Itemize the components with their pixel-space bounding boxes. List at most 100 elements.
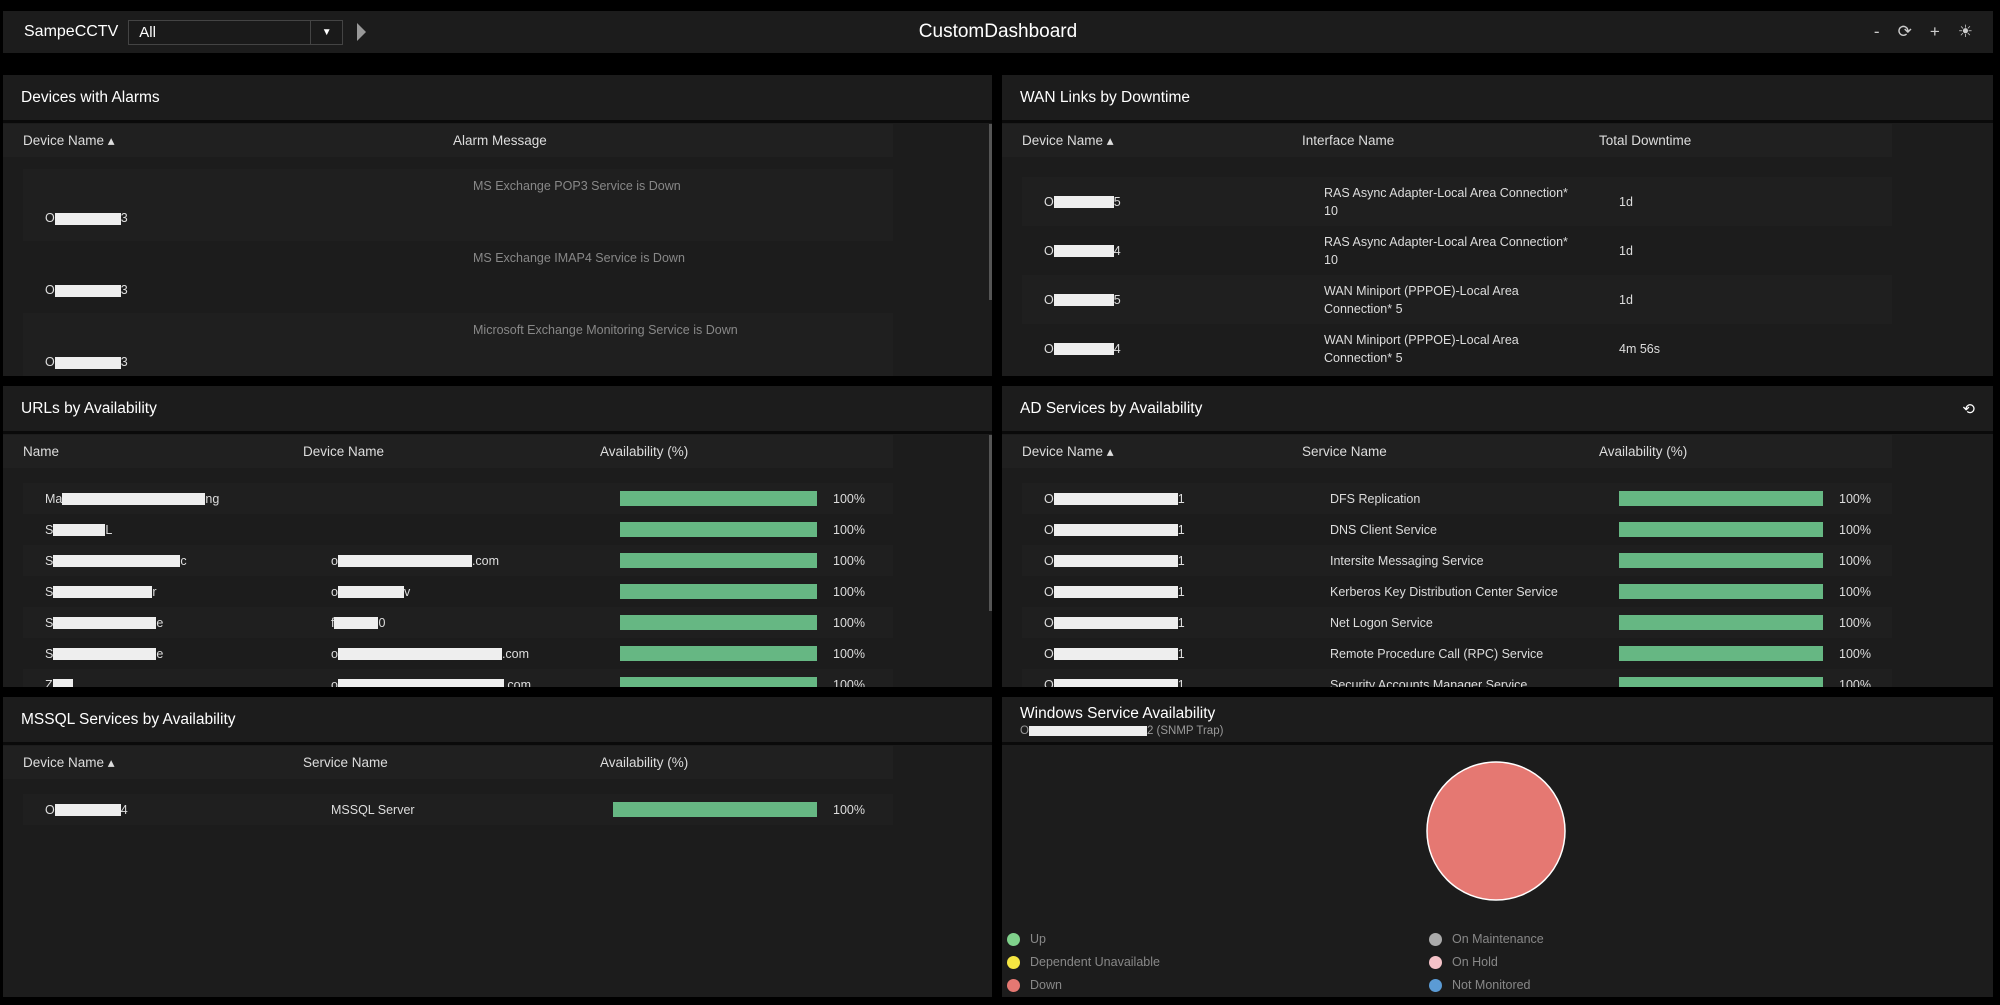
total-downtime: 4m 56s (1619, 341, 1660, 356)
table-row[interactable]: O 1 Net Logon Service 100% (1022, 607, 1892, 638)
table-row[interactable]: O 1 DFS Replication 100% (1022, 483, 1892, 514)
zoom-out-button[interactable]: - (1873, 22, 1880, 41)
table-row[interactable]: S L 100% (23, 514, 893, 545)
col-interface-name: Interface Name (1302, 133, 1395, 148)
table-row[interactable]: O 3 MS Exchange IMAP4 Service is Down (23, 241, 893, 313)
legend-item[interactable]: Down (1007, 978, 1062, 992)
url-name[interactable]: Z (23, 678, 323, 687)
availability-bar (1619, 522, 1823, 537)
zoom-in-button[interactable]: + (1929, 22, 1940, 41)
col-service-name: Service Name (1302, 444, 1387, 459)
wan-links-panel: WAN Links by Downtime Device Name ▴ Inter… (1002, 75, 1993, 376)
table-row[interactable]: O 3 MS Exchange POP3 Service is Down (23, 169, 893, 241)
availability-bar (1619, 646, 1823, 661)
table-row[interactable]: O 3 Microsoft Exchange Monitoring Service … (23, 313, 893, 376)
table-row[interactable]: O 1 DNS Client Service 100% (1022, 514, 1892, 545)
scrollbar[interactable] (989, 124, 992, 301)
availability-bar (1619, 553, 1823, 568)
refresh-icon[interactable]: ⟳ (1897, 22, 1912, 41)
col-device-name[interactable]: Device Name ▴ (23, 132, 115, 148)
col-device-name[interactable]: Device Name ▴ (1022, 443, 1114, 459)
table-row[interactable]: O 1 Kerberos Key Distribution Center Servi… (1022, 576, 1892, 607)
table-row[interactable]: O 1 Security Accounts Manager Service 100% (1022, 669, 1892, 687)
col-availability: Availability (%) (600, 755, 689, 770)
interface-name: RAS Async Adapter-Local Area Connection*… (1324, 234, 1568, 267)
legend-item[interactable]: On Hold (1429, 955, 1498, 969)
availability-value: 100% (833, 802, 865, 817)
legend-label: Not Monitored (1452, 978, 1531, 992)
availability-bar (620, 584, 817, 599)
table-row[interactable]: O 4 RAS Async Adapter-Local Area Connectio… (1022, 226, 1892, 275)
theme-icon[interactable]: ☀ (1957, 22, 1973, 41)
refresh-icon[interactable]: ⟲ (1962, 401, 1975, 418)
table-row[interactable]: O 1 Intersite Messaging Service 100% (1022, 545, 1892, 576)
availability-bar (620, 522, 817, 537)
devices-with-alarms-panel: Devices with Alarms Device Name ▴ Alarm M… (3, 75, 992, 376)
availability-value: 100% (833, 584, 865, 599)
table-row[interactable]: O 4 WAN Miniport (PPPOE)-Local Area Connec… (1022, 324, 1892, 373)
legend-item[interactable]: Dependent Unavailable (1007, 955, 1160, 969)
legend-label: Dependent Unavailable (1030, 955, 1160, 969)
service-name: Kerberos Key Distribution Center Service (1330, 584, 1558, 599)
interface-name: WAN Miniport (PPPOE)-Local Area Connecti… (1324, 283, 1519, 316)
availability-bar (613, 802, 817, 817)
col-device-name[interactable]: Device Name ▴ (1022, 132, 1114, 148)
availability-bar (620, 553, 817, 568)
chevron-down-icon[interactable]: ▼ (310, 20, 342, 44)
table-row[interactable]: O 5 WAN Miniport (PPPOE)-Local Area Connec… (1022, 275, 1892, 324)
table-row[interactable]: O 5 RAS Async Adapter-Local Area Connectio… (1022, 177, 1892, 226)
table-row[interactable]: O 4 MSSQL Server 100% (23, 794, 893, 825)
col-device-name[interactable]: Device Name ▴ (23, 754, 115, 770)
alarm-message: MS Exchange POP3 Service is Down (473, 179, 681, 193)
availability-value: 100% (1839, 615, 1871, 630)
availability-bar (620, 677, 817, 687)
alarm-message: Microsoft Exchange Monitoring Service is… (473, 323, 738, 337)
legend-item[interactable]: Up (1007, 932, 1046, 946)
availability-value: 100% (833, 615, 865, 630)
legend-item[interactable]: On Maintenance (1429, 932, 1544, 946)
scrollbar[interactable] (989, 435, 992, 612)
service-name: DNS Client Service (1330, 522, 1437, 537)
mssql-panel: MSSQL Services by Availability Device Na… (3, 697, 992, 997)
availability-bar (620, 646, 817, 661)
filter-select[interactable]: All ▼ (128, 19, 344, 45)
table-row[interactable]: O 1 Remote Procedure Call (RPC) Service 100… (1022, 638, 1892, 669)
interface-name: WAN Miniport (PPPOE)-Local Area Connecti… (1324, 332, 1519, 365)
pie-slice-down[interactable] (1426, 761, 1566, 901)
availability-bar (620, 615, 817, 630)
url-name[interactable]: Ma ng (45, 491, 220, 506)
urls-panel: URLs by Availability Name Device Name Avai… (3, 386, 992, 687)
col-device-name: Device Name (303, 444, 385, 459)
legend-item[interactable]: Not Monitored (1429, 978, 1531, 992)
panel-title: Devices with Alarms (3, 75, 992, 123)
play-icon[interactable] (357, 23, 367, 41)
availability-value: 100% (1839, 646, 1871, 661)
table-row[interactable]: Ma ng 100% (23, 483, 893, 514)
